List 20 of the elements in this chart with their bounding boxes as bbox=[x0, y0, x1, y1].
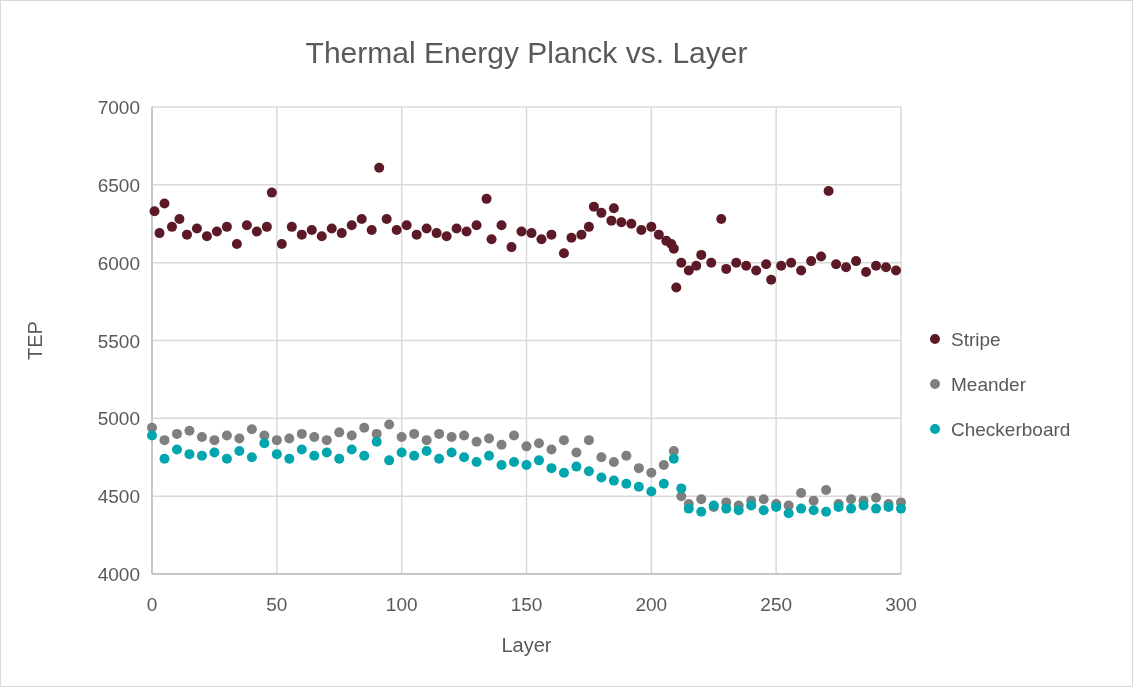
legend-label: Stripe bbox=[951, 329, 1001, 350]
x-tick-label: 250 bbox=[760, 594, 793, 615]
chart-title: Thermal Energy Planck vs. Layer bbox=[305, 36, 748, 69]
x-tick-label: 100 bbox=[385, 594, 418, 615]
y-axis-title: TEP bbox=[24, 321, 46, 360]
y-tick-label: 4500 bbox=[97, 486, 140, 508]
y-tick-label: 4000 bbox=[97, 564, 140, 585]
y-tick-label: 6500 bbox=[97, 174, 140, 196]
x-tick-label: 200 bbox=[635, 594, 668, 615]
x-tick-label: 150 bbox=[510, 594, 543, 615]
x-axis-title: Layer bbox=[501, 634, 552, 656]
y-tick-label: 6000 bbox=[97, 252, 140, 274]
legend-label: Meander bbox=[951, 374, 1027, 395]
y-tick-label: 5500 bbox=[97, 330, 140, 352]
y-tick-label: 5000 bbox=[97, 408, 140, 430]
legend-label: Checkerboard bbox=[951, 419, 1071, 440]
x-tick-label: 50 bbox=[266, 594, 288, 615]
x-tick-label: 300 bbox=[885, 594, 917, 615]
x-tick-label: 0 bbox=[146, 594, 158, 615]
y-tick-label: 7000 bbox=[97, 97, 140, 118]
